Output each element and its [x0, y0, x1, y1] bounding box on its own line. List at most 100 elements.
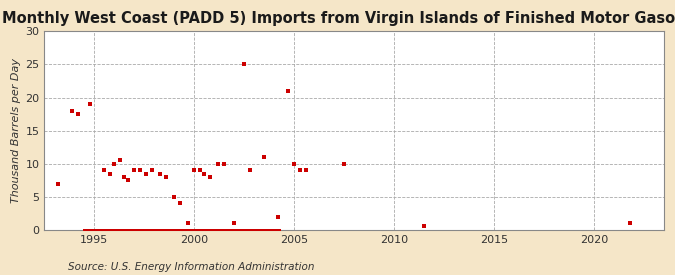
Point: [243, 228, 254, 232]
Point: [178, 228, 189, 232]
Point: [219, 161, 230, 166]
Point: [225, 228, 236, 232]
Point: [210, 228, 221, 232]
Point: [238, 228, 248, 232]
Point: [117, 228, 128, 232]
Point: [141, 171, 152, 176]
Point: [248, 228, 259, 232]
Point: [201, 228, 212, 232]
Point: [289, 161, 300, 166]
Point: [270, 228, 281, 232]
Point: [231, 228, 242, 232]
Point: [155, 171, 165, 176]
Point: [146, 228, 157, 232]
Point: [80, 228, 91, 232]
Point: [248, 228, 259, 232]
Point: [180, 228, 191, 232]
Point: [263, 228, 273, 232]
Point: [191, 228, 202, 232]
Point: [230, 228, 241, 232]
Point: [169, 228, 180, 232]
Point: [202, 228, 213, 232]
Point: [189, 228, 200, 232]
Point: [235, 228, 246, 232]
Point: [256, 228, 267, 232]
Point: [263, 228, 274, 232]
Point: [180, 228, 190, 232]
Point: [127, 228, 138, 232]
Point: [256, 228, 267, 232]
Point: [92, 228, 103, 232]
Point: [123, 178, 134, 182]
Point: [242, 228, 253, 232]
Point: [169, 194, 180, 199]
Point: [173, 228, 184, 232]
Point: [238, 228, 249, 232]
Point: [122, 228, 133, 232]
Point: [171, 228, 182, 232]
Point: [188, 228, 199, 232]
Point: [266, 228, 277, 232]
Point: [212, 228, 223, 232]
Point: [223, 228, 234, 232]
Point: [161, 228, 171, 232]
Point: [216, 228, 227, 232]
Point: [119, 175, 130, 179]
Point: [126, 228, 137, 232]
Point: [271, 228, 281, 232]
Point: [159, 228, 170, 232]
Point: [227, 228, 238, 232]
Point: [192, 228, 203, 232]
Point: [157, 228, 168, 232]
Point: [91, 228, 102, 232]
Point: [142, 228, 153, 232]
Point: [208, 228, 219, 232]
Point: [149, 228, 160, 232]
Point: [178, 228, 188, 232]
Point: [245, 228, 256, 232]
Point: [172, 228, 183, 232]
Point: [207, 228, 217, 232]
Point: [103, 228, 114, 232]
Point: [259, 228, 269, 232]
Point: [218, 228, 229, 232]
Point: [249, 228, 260, 232]
Point: [194, 228, 205, 232]
Point: [275, 228, 286, 232]
Point: [241, 228, 252, 232]
Point: [239, 62, 250, 67]
Point: [220, 228, 231, 232]
Point: [154, 228, 165, 232]
Point: [114, 228, 125, 232]
Point: [87, 228, 98, 232]
Point: [255, 228, 266, 232]
Point: [194, 228, 205, 232]
Point: [187, 228, 198, 232]
Point: [133, 228, 144, 232]
Point: [105, 228, 115, 232]
Point: [109, 228, 119, 232]
Point: [111, 228, 122, 232]
Point: [104, 228, 115, 232]
Point: [219, 228, 230, 232]
Point: [209, 228, 220, 232]
Point: [260, 228, 271, 232]
Point: [141, 228, 152, 232]
Point: [217, 228, 227, 232]
Point: [209, 228, 219, 232]
Point: [81, 228, 92, 232]
Point: [132, 228, 143, 232]
Point: [184, 228, 195, 232]
Point: [232, 228, 242, 232]
Title: Monthly West Coast (PADD 5) Imports from Virgin Islands of Finished Motor Gasoli: Monthly West Coast (PADD 5) Imports from…: [2, 11, 675, 26]
Point: [115, 228, 126, 232]
Point: [128, 228, 139, 232]
Point: [86, 228, 97, 232]
Point: [251, 228, 262, 232]
Point: [145, 228, 156, 232]
Point: [204, 228, 215, 232]
Point: [205, 228, 215, 232]
Point: [244, 228, 255, 232]
Point: [418, 224, 429, 229]
Point: [147, 228, 158, 232]
